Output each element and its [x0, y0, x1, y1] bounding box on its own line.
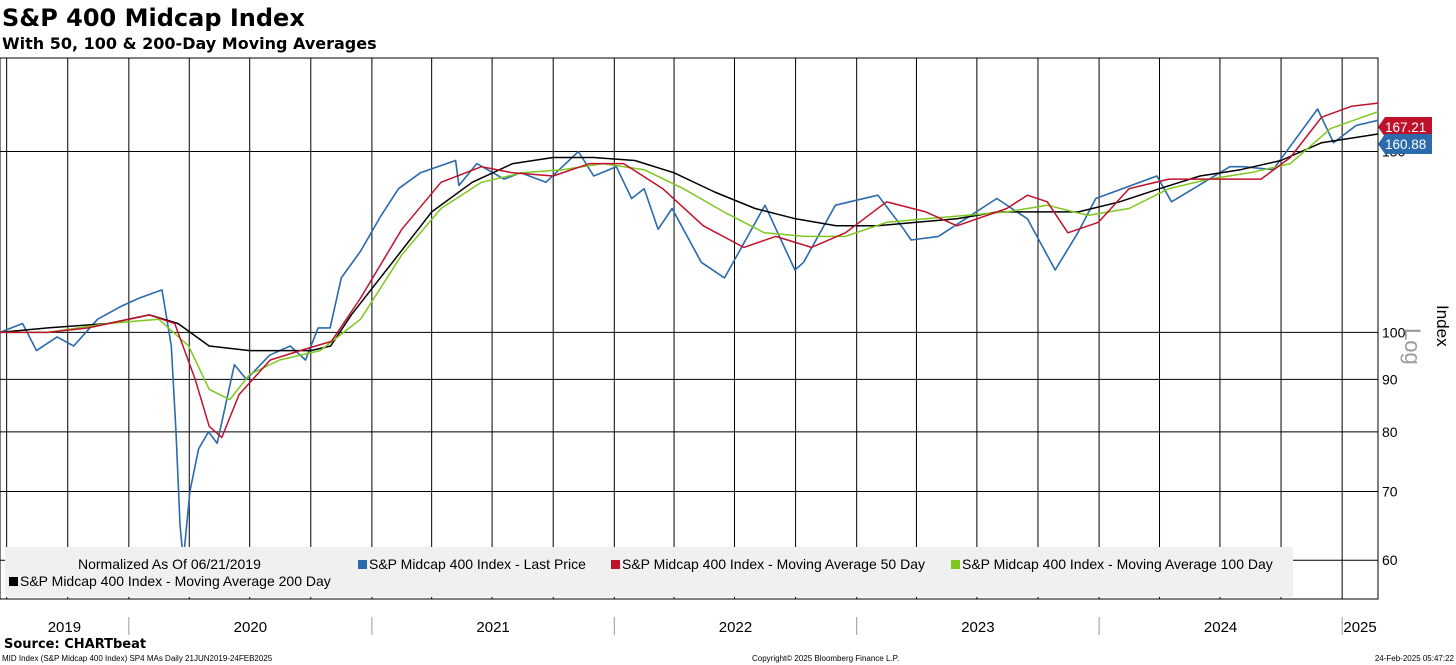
legend-entry-ma50: S&P Midcap 400 Index - Moving Average 50…	[611, 556, 925, 572]
series-lines	[0, 102, 1379, 562]
x-tick-2019: 2019	[48, 619, 81, 636]
source-note: Source: CHARTbeat	[4, 637, 146, 652]
legend-entry-ma200: S&P Midcap 400 Index - Moving Average 20…	[9, 573, 331, 589]
legend-swatch-last-price	[358, 560, 367, 569]
footer-timestamp: 24-Feb-2025 05:47:22	[1375, 654, 1455, 663]
x-tick-2025: 2025	[1343, 619, 1376, 636]
plot-area	[0, 57, 1379, 600]
y-tick-60: 60	[1382, 552, 1398, 568]
legend-swatch-ma50	[611, 560, 620, 569]
x-axis-ticks: 2019 2020 2021 2022 2023 2024 2025	[48, 617, 1377, 636]
footer-description: MID Index (S&P Midcap 400 Index) SP4 MAs…	[2, 654, 273, 663]
series-line-0	[0, 108, 1379, 562]
x-tick-2021: 2021	[476, 619, 509, 636]
legend-label-ma200: S&P Midcap 400 Index - Moving Average 20…	[20, 573, 331, 589]
series-line-2	[0, 110, 1379, 401]
y-tick-100: 100	[1382, 324, 1406, 340]
legend-normalization-note: Normalized As Of 06/21/2019	[78, 556, 261, 572]
last-value-tags: 167.21 160.88	[1378, 117, 1432, 154]
legend-box	[5, 547, 1293, 597]
legend-label-last-price: S&P Midcap 400 Index - Last Price	[369, 556, 586, 572]
legend-label-ma50: S&P Midcap 400 Index - Moving Average 50…	[622, 556, 925, 572]
plot-border	[0, 57, 1379, 600]
y-tick-70: 70	[1382, 483, 1398, 499]
footer-copyright: Copyright© 2025 Bloomberg Finance L.P.	[752, 654, 899, 663]
series-line-1	[0, 102, 1379, 439]
y-tick-80: 80	[1382, 424, 1398, 440]
price-last-value-tag: 160.88	[1378, 134, 1432, 154]
y-axis-title: Index	[1433, 305, 1452, 347]
log-scale-label: Log	[1400, 328, 1425, 365]
ma50-last-value: 167.21	[1385, 120, 1426, 135]
legend-entry-ma100: S&P Midcap 400 Index - Moving Average 10…	[951, 556, 1273, 572]
x-tick-2024: 2024	[1204, 619, 1237, 636]
legend-swatch-ma200	[9, 577, 18, 586]
x-tick-2022: 2022	[719, 619, 752, 636]
price-last-value: 160.88	[1385, 137, 1426, 152]
ma50-last-value-tag: 167.21	[1378, 117, 1432, 137]
y-tick-90: 90	[1382, 371, 1398, 387]
legend-label-ma100: S&P Midcap 400 Index - Moving Average 10…	[962, 556, 1273, 572]
legend-entry-last-price: S&P Midcap 400 Index - Last Price	[358, 556, 586, 572]
series-line-3	[0, 133, 1379, 352]
x-tick-2023: 2023	[961, 619, 994, 636]
legend: Normalized As Of 06/21/2019 S&P Midcap 4…	[5, 547, 1293, 597]
x-tick-2020: 2020	[234, 619, 267, 636]
vertical-gridlines	[6, 58, 1343, 599]
chart-title: S&P 400 Midcap Index	[2, 4, 305, 32]
chart-subtitle: With 50, 100 & 200-Day Moving Averages	[2, 34, 377, 53]
legend-swatch-ma100	[951, 560, 960, 569]
